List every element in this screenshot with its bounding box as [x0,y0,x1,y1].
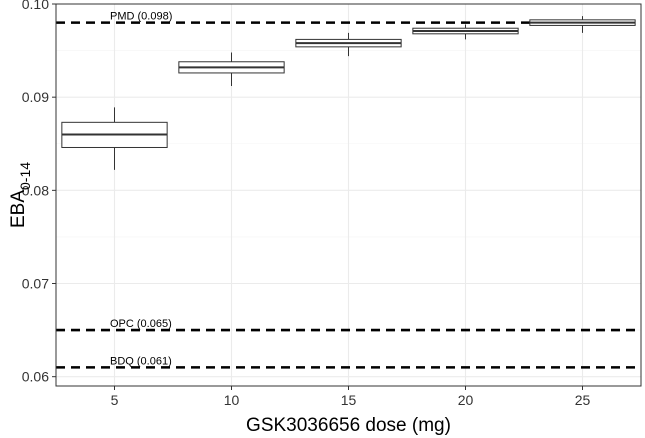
x-axis-title: GSK3036656 dose (mg) [246,415,451,436]
y-tick-label: 0.10 [22,0,49,12]
y-tick-label: 0.08 [22,182,49,198]
box-20 [412,24,519,40]
reference-line-label: OPC (0.065) [110,318,172,330]
x-tick-label: 15 [341,392,357,408]
box-15 [295,32,402,57]
reference-line-label: BDQ (0.061) [110,355,172,367]
box-25 [529,16,636,33]
x-tick-label: 20 [458,392,474,408]
y-tick-label: 0.09 [22,89,49,105]
x-axis-ticks: 5 10 15 20 25 [111,386,591,408]
reference-lines: PMD (0.098) OPC (0.065) BDQ (0.061) [56,11,641,369]
x-tick-label: 25 [575,392,591,408]
y-tick-label: 0.07 [22,276,49,292]
reference-line-label: PMD (0.098) [110,11,172,23]
y-axis-ticks: 0.06 0.07 0.08 0.09 0.10 [22,0,56,385]
x-tick-label: 10 [224,392,240,408]
y-tick-label: 0.06 [22,369,49,385]
boxes [61,16,636,170]
y-axis-title: EBA0-14 [8,162,33,228]
y-axis-title-subscript: 0-14 [17,162,33,190]
box-10 [178,52,285,86]
x-tick-label: 5 [111,392,119,408]
y-axis-title-main: EBA [8,190,29,228]
box-5 [61,107,168,170]
